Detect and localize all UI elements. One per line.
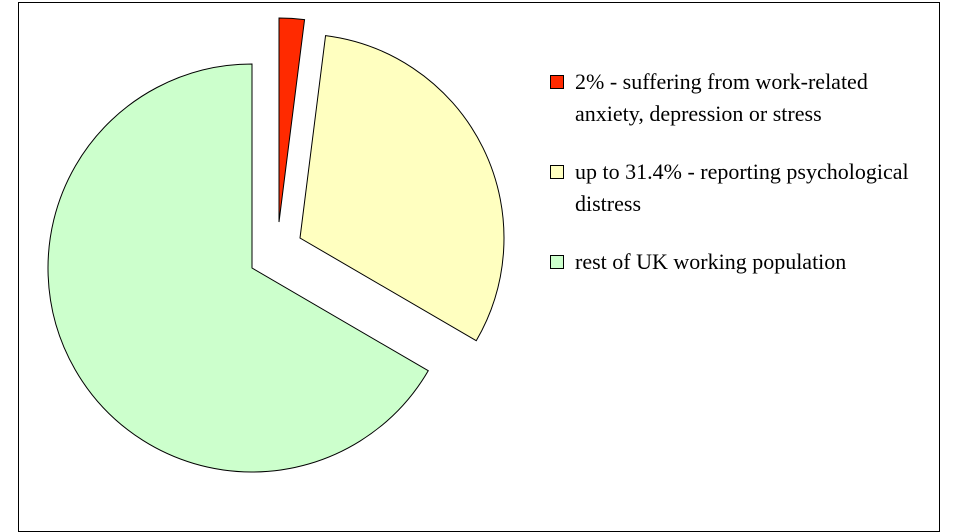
chart — [47, 17, 505, 473]
legend-item: 2% - suffering from work-related anxiety… — [550, 66, 940, 130]
pie-slice — [278, 17, 306, 223]
legend-label: rest of UK working population — [575, 249, 847, 274]
pie-slice — [299, 35, 505, 342]
legend-label: up to 31.4% - reporting psychological di… — [575, 159, 909, 216]
legend-label: 2% - suffering from work-related anxiety… — [575, 69, 868, 126]
legend-swatch — [550, 75, 564, 89]
page: {"chart_data": {"type": "pie", "categori… — [18, 2, 940, 532]
legend-swatch — [550, 165, 564, 179]
pie-slice — [47, 63, 429, 473]
legend: 2% - suffering from work-related anxiety… — [550, 66, 940, 304]
legend-item: up to 31.4% - reporting psychological di… — [550, 156, 940, 220]
legend-swatch — [550, 255, 564, 269]
legend-item: rest of UK working population — [550, 246, 940, 278]
